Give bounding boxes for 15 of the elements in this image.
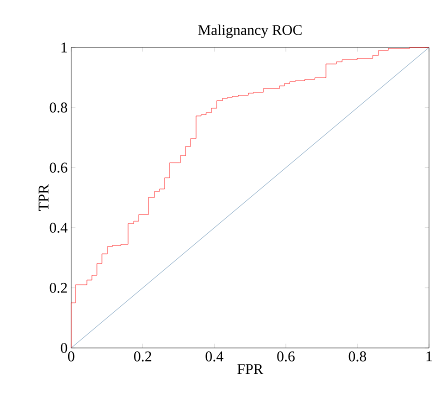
- y-axis-title: TPR: [38, 184, 48, 211]
- y-tick-label: 0.2: [50, 282, 67, 293]
- x-tick-label: 1: [426, 351, 432, 361]
- x-axis-title: FPR: [237, 364, 264, 374]
- x-tick-label: 0.2: [134, 351, 152, 362]
- x-tick-label: 0.8: [348, 351, 366, 362]
- y-tick-label: 0.8: [50, 102, 68, 112]
- y-tick-label: 1: [62, 42, 67, 52]
- x-tick-label: 0.6: [277, 351, 295, 362]
- x-tick-label: 0.4: [206, 351, 224, 362]
- y-tick-label: 0: [60, 342, 68, 353]
- chart-title: Malignancy ROC: [198, 24, 302, 38]
- y-tick-label: 0.4: [50, 222, 68, 233]
- x-tick-label: 0: [68, 351, 74, 362]
- y-tick-label: 0.6: [50, 162, 68, 172]
